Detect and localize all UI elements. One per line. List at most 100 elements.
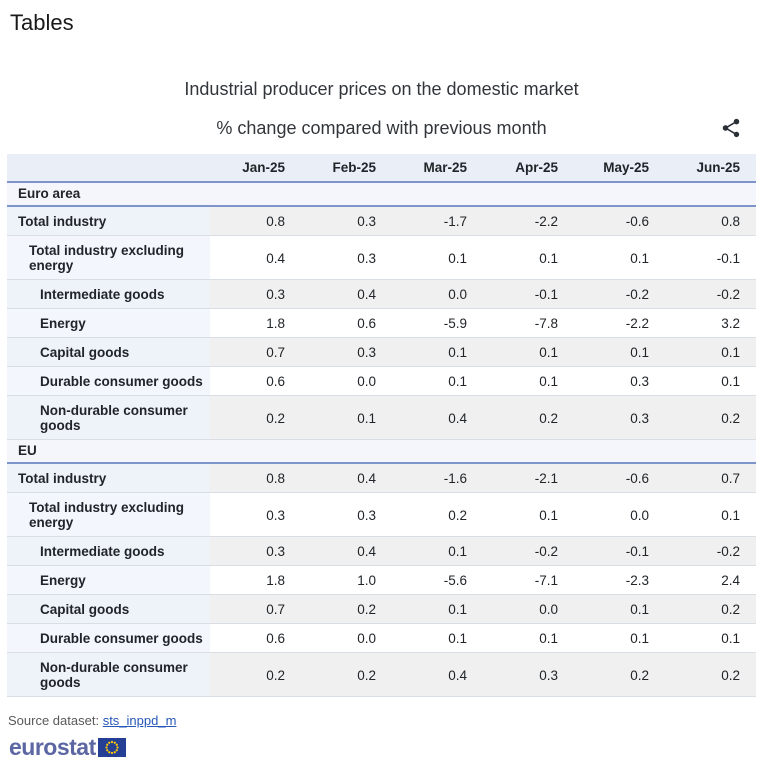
value-cell: 0.2 [210, 395, 301, 440]
value-cell: -1.6 [392, 463, 483, 493]
value-cell: 0.0 [301, 366, 392, 396]
row-header-spacer [7, 154, 210, 183]
value-cell: 0.3 [301, 337, 392, 367]
value-cell: 0.7 [665, 463, 756, 493]
value-cell: 0.4 [210, 235, 301, 280]
table-row: Total industry 0.8 0.4 -1.6 -2.1 -0.6 0.7 [7, 463, 756, 493]
value-cell: 0.1 [392, 594, 483, 624]
value-cell: 0.1 [665, 337, 756, 367]
table-row: Durable consumer goods 0.6 0.0 0.1 0.1 0.1 0.1 [7, 623, 756, 653]
value-cell: 0.4 [392, 652, 483, 697]
column-header: Jun-25 [665, 154, 756, 183]
value-cell: 0.2 [392, 492, 483, 537]
value-cell: -0.2 [665, 279, 756, 309]
table-head: Jan-25 Feb-25 Mar-25 Apr-25 May-25 Jun-25 [7, 154, 756, 183]
value-cell: 0.1 [392, 235, 483, 280]
column-header: May-25 [574, 154, 665, 183]
value-cell: -7.8 [483, 308, 574, 338]
value-cell: 0.1 [483, 492, 574, 537]
value-cell: -0.1 [665, 235, 756, 280]
row-label: Non-durable consumer goods [7, 652, 210, 697]
value-cell: 0.1 [574, 594, 665, 624]
value-cell: 0.1 [392, 623, 483, 653]
value-cell: 0.4 [301, 279, 392, 309]
value-cell: 0.0 [483, 594, 574, 624]
value-cell: 0.4 [392, 395, 483, 440]
value-cell: 0.4 [301, 463, 392, 493]
value-cell: 0.2 [483, 395, 574, 440]
value-cell: -0.2 [483, 536, 574, 566]
table-body: Euro area Total industry 0.8 0.3 -1.7 -2.2 -0.… [7, 182, 756, 697]
row-label: Capital goods [7, 594, 210, 624]
value-cell: 0.1 [574, 623, 665, 653]
row-label: Non-durable consumer goods [7, 395, 210, 440]
section-header-row: Euro area [7, 182, 756, 207]
row-label: Total industry [7, 206, 210, 236]
value-cell: 0.0 [301, 623, 392, 653]
value-cell: 0.1 [392, 337, 483, 367]
value-cell: 0.2 [301, 652, 392, 697]
value-cell: 0.6 [210, 623, 301, 653]
value-cell: 0.2 [665, 652, 756, 697]
column-header-row: Jan-25 Feb-25 Mar-25 Apr-25 May-25 Jun-25 [7, 154, 756, 183]
source-dataset-label: Source dataset: [8, 713, 100, 728]
value-cell: 0.1 [301, 395, 392, 440]
value-cell: 0.2 [574, 652, 665, 697]
value-cell: 0.3 [301, 206, 392, 236]
value-cell: 0.7 [210, 337, 301, 367]
eu-flag-icon [97, 737, 126, 757]
value-cell: 1.8 [210, 565, 301, 595]
value-cell: 0.2 [210, 652, 301, 697]
value-cell: -2.3 [574, 565, 665, 595]
source-dataset-link[interactable]: sts_inppd_m [102, 713, 177, 728]
value-cell: 0.1 [665, 492, 756, 537]
section-header-label: Euro area [7, 182, 756, 207]
value-cell: 0.3 [483, 652, 574, 697]
value-cell: -5.9 [392, 308, 483, 338]
value-cell: -1.7 [392, 206, 483, 236]
page-title: Tables [10, 10, 74, 35]
value-cell: 0.2 [665, 594, 756, 624]
value-cell: 0.2 [665, 395, 756, 440]
value-cell: 0.8 [210, 463, 301, 493]
value-cell: 0.1 [665, 366, 756, 396]
value-cell: -2.2 [483, 206, 574, 236]
value-cell: 0.7 [210, 594, 301, 624]
value-cell: 0.1 [665, 623, 756, 653]
value-cell: 0.6 [210, 366, 301, 396]
column-header: Jan-25 [210, 154, 301, 183]
value-cell: 0.1 [574, 235, 665, 280]
table-row: Total industry excluding energy 0.3 0.3 0.2… [7, 492, 756, 537]
row-label: Total industry excluding energy [7, 235, 210, 280]
row-label: Intermediate goods [7, 536, 210, 566]
share-button[interactable] [718, 115, 744, 141]
table-row: Energy 1.8 1.0 -5.6 -7.1 -2.3 2.4 [7, 565, 756, 595]
table-row: Non-durable consumer goods 0.2 0.2 0.4 0.3 0.… [7, 652, 756, 697]
column-header: Feb-25 [301, 154, 392, 183]
value-cell: -0.1 [574, 536, 665, 566]
value-cell: -0.6 [574, 206, 665, 236]
value-cell: 0.3 [210, 536, 301, 566]
value-cell: 0.3 [574, 366, 665, 396]
table-row: Energy 1.8 0.6 -5.9 -7.8 -2.2 3.2 [7, 308, 756, 338]
table-row: Capital goods 0.7 0.2 0.1 0.0 0.1 0.2 [7, 594, 756, 624]
value-cell: 0.3 [301, 235, 392, 280]
value-cell: 0.8 [665, 206, 756, 236]
value-cell: -7.1 [483, 565, 574, 595]
value-cell: 0.3 [210, 279, 301, 309]
row-label: Total industry excluding energy [7, 492, 210, 537]
value-cell: 0.1 [392, 536, 483, 566]
source-dataset-line: Source dataset: sts_inppd_m [8, 713, 763, 728]
value-cell: -2.1 [483, 463, 574, 493]
value-cell: 0.1 [483, 366, 574, 396]
chart-subtitle: % change compared with previous month [216, 118, 547, 138]
value-cell: 0.1 [483, 235, 574, 280]
value-cell: 0.6 [301, 308, 392, 338]
row-label: Total industry [7, 463, 210, 493]
eurostat-logo[interactable]: eurostat [9, 736, 126, 759]
value-cell: 0.4 [301, 536, 392, 566]
producer-prices-table: Jan-25 Feb-25 Mar-25 Apr-25 May-25 Jun-25 Eur… [7, 154, 756, 697]
value-cell: -0.2 [665, 536, 756, 566]
value-cell: 2.4 [665, 565, 756, 595]
table-row: Total industry 0.8 0.3 -1.7 -2.2 -0.6 0.8 [7, 206, 756, 236]
